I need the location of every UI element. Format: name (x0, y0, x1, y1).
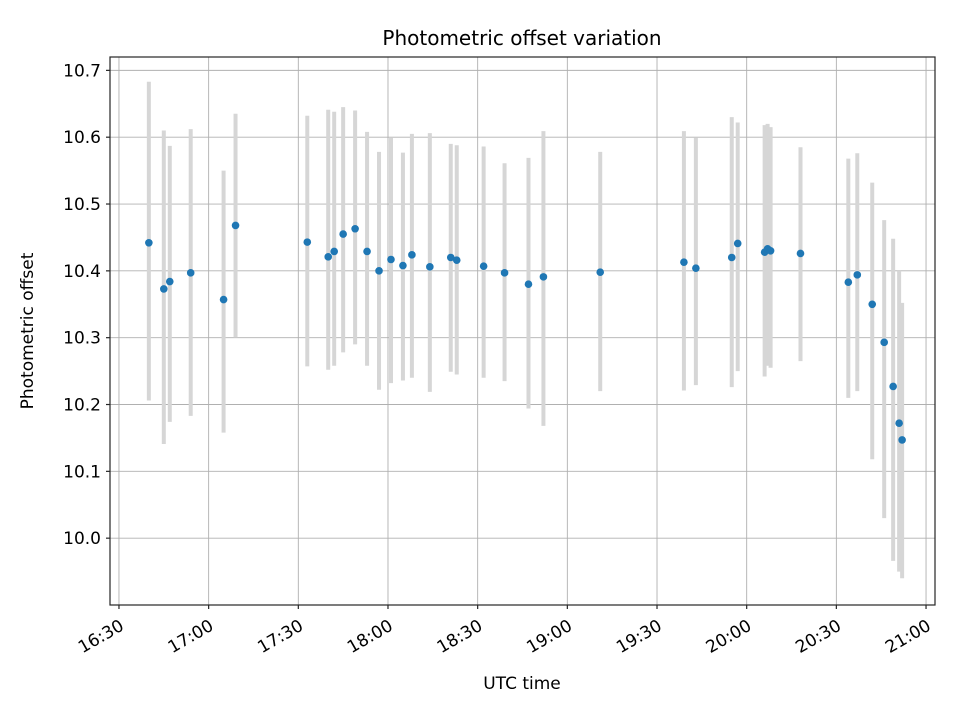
data-point (324, 253, 333, 261)
y-tick-label: 10.4 (63, 262, 101, 282)
data-point (231, 221, 240, 230)
y-tick-label: 10.3 (63, 329, 101, 349)
data-point (145, 238, 153, 247)
data-point (500, 269, 509, 277)
data-point (399, 261, 407, 270)
data-point (446, 253, 455, 262)
data-points (145, 221, 906, 444)
data-point (160, 285, 168, 293)
data-point (853, 271, 862, 279)
y-tick-label: 10.1 (63, 462, 101, 482)
chart-title: Photometric offset variation (382, 26, 662, 50)
data-point (727, 253, 736, 262)
y-tick-label: 10.2 (63, 396, 101, 416)
x-axis-label: UTC time (483, 674, 561, 694)
data-point (387, 255, 395, 264)
plot-border (109, 56, 936, 606)
y-tick-label: 10.5 (63, 195, 101, 215)
data-point (524, 280, 533, 289)
data-point (898, 436, 906, 444)
data-point (796, 249, 805, 258)
y-axis-ticks: 10.0 10.1 10.2 10.3 10.4 10.5 10.6 10.7 (63, 61, 110, 549)
data-point (844, 278, 853, 287)
data-point (303, 238, 312, 246)
data-point (766, 247, 775, 255)
data-point (219, 295, 228, 304)
data-point (165, 277, 174, 286)
data-point (363, 247, 371, 256)
data-point (479, 262, 488, 270)
data-point (330, 247, 338, 256)
data-point (880, 338, 888, 347)
data-point (539, 273, 548, 281)
data-point (351, 224, 359, 233)
data-point (186, 269, 195, 277)
data-point (868, 300, 877, 309)
y-tick-label: 10.0 (63, 529, 101, 549)
data-point (426, 263, 434, 271)
y-tick-label: 10.6 (63, 128, 101, 148)
data-point (895, 419, 903, 428)
data-point (680, 258, 688, 266)
data-point (596, 268, 605, 276)
y-axis-label: Photometric offset (18, 252, 38, 410)
data-point (692, 264, 700, 272)
data-point (452, 256, 461, 264)
grid (110, 57, 935, 605)
data-point (408, 251, 416, 259)
data-point (733, 239, 742, 248)
data-point (889, 382, 897, 391)
data-point (375, 267, 383, 275)
y-tick-label: 10.7 (63, 61, 101, 81)
data-point (339, 230, 347, 238)
